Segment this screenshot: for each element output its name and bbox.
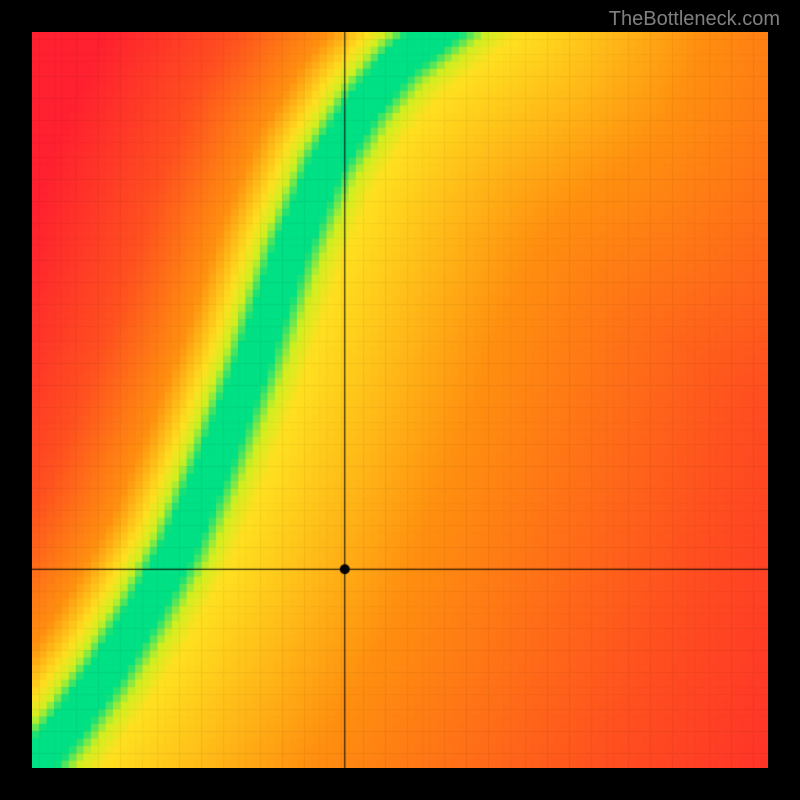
heatmap-chart xyxy=(32,32,768,768)
heatmap-canvas xyxy=(32,32,768,768)
watermark-text: TheBottleneck.com xyxy=(609,8,780,31)
